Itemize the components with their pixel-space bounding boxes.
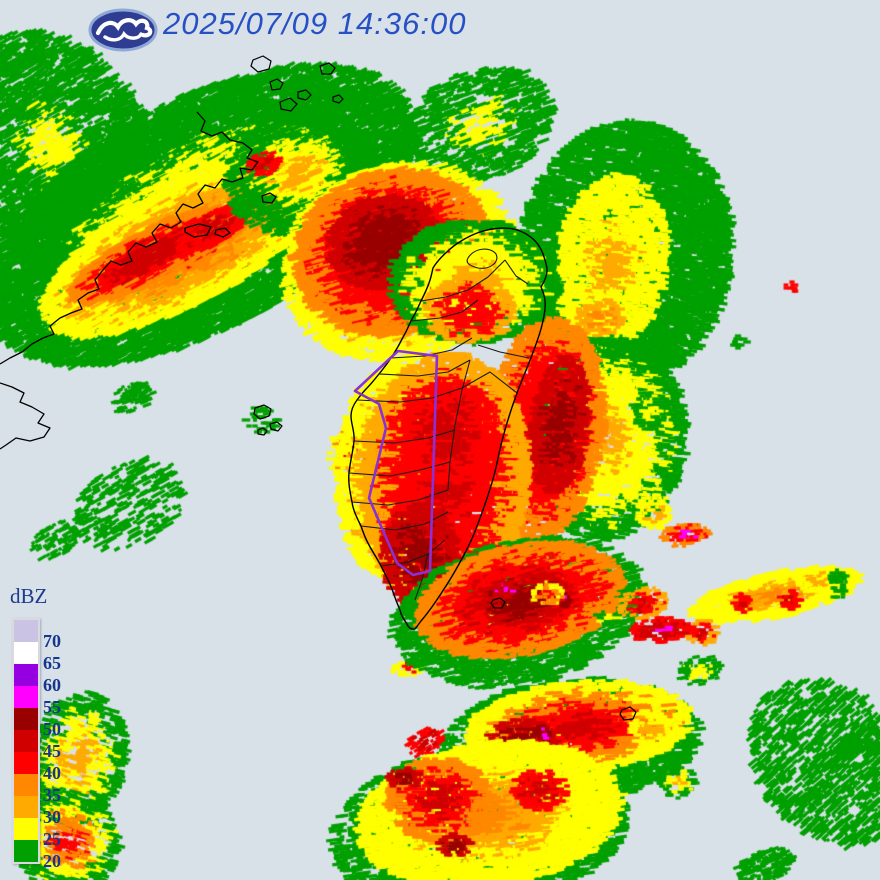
legend-step	[14, 686, 38, 708]
legend-step	[14, 708, 38, 730]
legend-step-label: 30	[43, 807, 61, 827]
legend-step-label: 50	[43, 719, 61, 739]
legend-step-label: 60	[43, 675, 61, 695]
china-coastline	[0, 111, 277, 450]
legend-step	[14, 752, 38, 774]
dbz-legend-bar: 70 65 60 55 50 45 40 35 30 25 20	[12, 618, 61, 871]
county-borders	[348, 248, 530, 601]
legend-step	[14, 620, 38, 642]
dbz-legend-title: dBZ	[10, 584, 48, 608]
legend-step-label: 55	[43, 697, 61, 717]
warning-area-polygon	[353, 349, 439, 577]
legend-step	[14, 796, 38, 818]
legend-step	[14, 730, 38, 752]
legend-step	[14, 774, 38, 796]
legend-step-label: 70	[43, 631, 61, 651]
offshore-islands	[250, 55, 637, 721]
legend-step-label: 25	[43, 829, 61, 849]
dbz-legend: dBZ 70 65 60 55 50 45 40 35 30 25 20	[8, 584, 98, 871]
taiwan-coastline	[348, 227, 548, 630]
legend-step	[14, 818, 38, 840]
legend-step-label: 40	[43, 763, 61, 783]
legend-step-label: 65	[43, 653, 61, 673]
legend-step-label: 45	[43, 741, 61, 761]
legend-step	[14, 642, 38, 664]
legend-step-label: 35	[43, 785, 61, 805]
legend-step	[14, 840, 38, 862]
legend-step-label: 20	[43, 851, 61, 871]
legend-step	[14, 664, 38, 686]
